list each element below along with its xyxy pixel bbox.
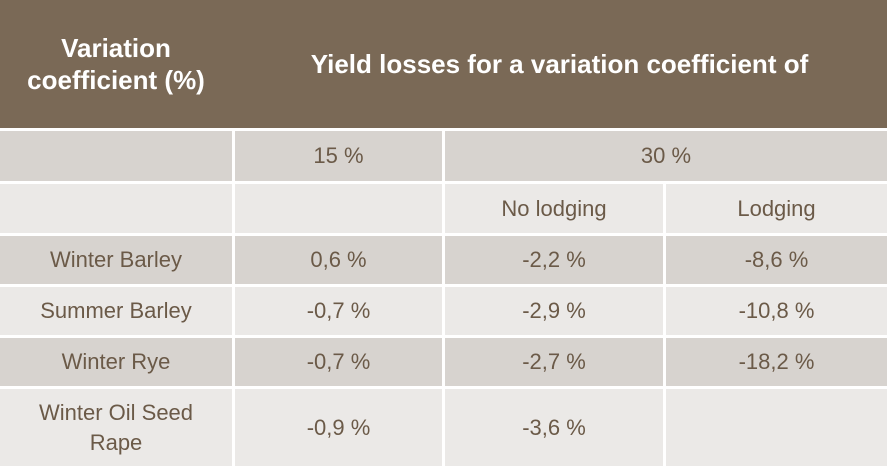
crop-label: Winter Rye	[61, 349, 171, 374]
subheader-15: 15 %	[235, 131, 442, 181]
header-col2-label: Yield losses for a variation coefficient…	[310, 49, 809, 79]
subheader-empty-1	[0, 131, 232, 181]
table-row-crop: Winter Barley	[0, 236, 232, 284]
subheader-no-lodging: No lodging	[445, 184, 663, 233]
value-no-lodging: -3,6 %	[522, 414, 586, 440]
table-row-no-lodging: -3,6 %	[445, 389, 663, 466]
table-row-v15: -0,7 %	[235, 287, 442, 335]
subheader-30-label: 30 %	[640, 143, 692, 168]
subheader-empty-2	[0, 184, 232, 233]
value-no-lodging: -2,2 %	[522, 247, 586, 272]
subheader-30: 30 %	[445, 131, 887, 181]
table-row-v15: -0,9 %	[235, 389, 442, 466]
value-lodging: -18,2 %	[738, 349, 815, 374]
crop-label: Summer Barley	[40, 298, 192, 323]
crop-label: Winter Barley	[49, 247, 183, 272]
crop-label: Winter Oil Seed Rape	[38, 399, 194, 455]
table-row-crop: Winter Rye	[0, 338, 232, 386]
table-row-crop: Summer Barley	[0, 287, 232, 335]
table-row-lodging: -8,6 %	[666, 236, 887, 284]
value-15: -0,7 %	[306, 349, 371, 374]
header-yield-losses: Yield losses for a variation coefficient…	[232, 0, 887, 128]
subheader-15-label: 15 %	[313, 143, 364, 168]
table-row-v15: 0,6 %	[235, 236, 442, 284]
table-row-no-lodging: -2,2 %	[445, 236, 663, 284]
subheader-lodging: Lodging	[666, 184, 887, 233]
subheader-empty-3	[235, 184, 442, 233]
table-row-v15: -0,7 %	[235, 338, 442, 386]
value-lodging: -10,8 %	[738, 298, 815, 323]
header-col1-label: Variation coefficient (%)	[27, 33, 205, 95]
table-row-lodging: -10,8 %	[666, 287, 887, 335]
header-variation-coefficient: Variation coefficient (%)	[0, 0, 232, 128]
table-row-crop: Winter Oil Seed Rape	[0, 389, 232, 466]
table-row-no-lodging: -2,9 %	[445, 287, 663, 335]
table-row-no-lodging: -2,7 %	[445, 338, 663, 386]
value-no-lodging: -2,9 %	[522, 298, 586, 323]
value-lodging: -8,6 %	[744, 247, 809, 272]
value-15: -0,7 %	[306, 298, 371, 323]
lodging-label: Lodging	[737, 195, 816, 221]
value-15: -0,9 %	[306, 414, 371, 440]
no-lodging-label: No lodging	[501, 195, 607, 221]
value-no-lodging: -2,7 %	[522, 349, 586, 374]
table-row-lodging	[666, 389, 887, 466]
table-row-lodging: -18,2 %	[666, 338, 887, 386]
value-15: 0,6 %	[310, 247, 367, 272]
